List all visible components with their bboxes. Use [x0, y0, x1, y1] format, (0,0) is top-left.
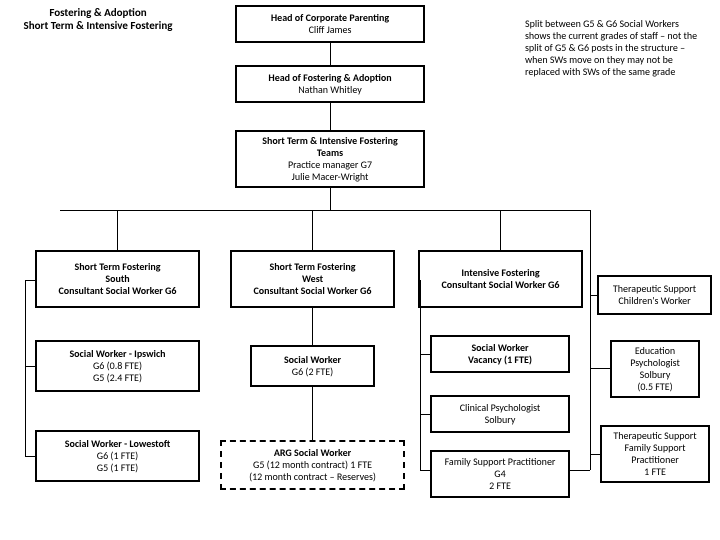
- box-stf-south: Short Term Fostering South Consultant So…: [35, 250, 200, 308]
- corp-parent-name: Cliff James: [309, 24, 352, 36]
- ther-child-l2: Children's Worker: [618, 295, 690, 307]
- edu-psych-l4: (0.5 FTE): [637, 381, 672, 393]
- stf-west-l3: Consultant Social Worker G6: [254, 285, 372, 297]
- sw-vacancy-l2: Vacancy (1 FTE): [468, 354, 532, 366]
- connector: [590, 295, 597, 296]
- connector: [590, 368, 610, 369]
- box-stf-west: Short Term Fostering West Consultant Soc…: [230, 250, 395, 308]
- box-edu-psych: Education Psychologist Solbury (0.5 FTE): [610, 340, 700, 398]
- ther-fsp-l4: 1 FTE: [644, 466, 666, 478]
- fa-head-name: Nathan Whitley: [298, 84, 362, 96]
- connector: [312, 387, 313, 440]
- box-fsp: Family Support Practitioner G4 2 FTE: [430, 450, 570, 498]
- side-note: Split between G5 & G6 Social Workers sho…: [525, 18, 705, 78]
- connector: [590, 454, 600, 455]
- box-sw-vacancy: Social Worker Vacancy (1 FTE): [430, 335, 570, 373]
- box-arg-sw: ARG Social Worker G5 (12 month contract)…: [220, 440, 405, 490]
- connector: [330, 43, 331, 65]
- intensive-l2: Consultant Social Worker G6: [442, 279, 560, 291]
- connector: [25, 366, 35, 367]
- connector: [25, 456, 35, 457]
- connector: [25, 280, 26, 456]
- arg-sw-l3: (12 month contract – Reserves): [249, 471, 376, 483]
- connector: [312, 308, 313, 345]
- page-title-line2: Short Term & Intensive Fostering: [8, 19, 188, 32]
- box-clin-psych: Clinical Psychologist Solbury: [430, 395, 570, 433]
- connector: [590, 210, 591, 470]
- connector: [25, 280, 35, 281]
- box-teams: Short Term & Intensive Fostering Teams P…: [235, 130, 425, 188]
- connector: [420, 280, 421, 470]
- connector: [330, 103, 331, 130]
- box-fa-head: Head of Fostering & Adoption Nathan Whit…: [235, 65, 425, 103]
- connector: [570, 470, 590, 471]
- connector: [117, 210, 118, 250]
- connector: [420, 414, 430, 415]
- sw-ipswich-l3: G5 (2.4 FTE): [93, 372, 142, 384]
- teams-l4: Julie Macer-Wright: [292, 171, 369, 183]
- box-ther-fsp: Therapeutic Support Family Support Pract…: [600, 425, 710, 483]
- connector: [330, 188, 331, 210]
- connector: [420, 470, 430, 471]
- fsp-l3: 2 FTE: [489, 480, 511, 492]
- sw-lowestoft-l3: G5 (1 FTE): [97, 462, 138, 474]
- sw-west-l2: G6 (2 FTE): [292, 366, 333, 378]
- connector: [500, 210, 501, 250]
- box-intensive: Intensive Fostering Consultant Social Wo…: [418, 250, 583, 308]
- box-sw-lowestoft: Social Worker - Lowestoft G6 (1 FTE) G5 …: [35, 430, 200, 482]
- connector: [312, 210, 313, 250]
- stf-south-l3: Consultant Social Worker G6: [59, 285, 177, 297]
- box-sw-west: Social Worker G6 (2 FTE): [250, 345, 375, 387]
- box-corp-parent: Head of Corporate Parenting Cliff James: [235, 5, 425, 43]
- box-sw-ipswich: Social Worker - Ipswich G6 (0.8 FTE) G5 …: [35, 340, 200, 392]
- connector: [60, 210, 590, 211]
- page-title: Fostering & Adoption Short Term & Intens…: [8, 6, 188, 32]
- box-ther-child: Therapeutic Support Children's Worker: [597, 275, 712, 315]
- clin-psych-l2: Solbury: [485, 414, 516, 426]
- page-title-line1: Fostering & Adoption: [8, 6, 188, 19]
- connector: [420, 354, 430, 355]
